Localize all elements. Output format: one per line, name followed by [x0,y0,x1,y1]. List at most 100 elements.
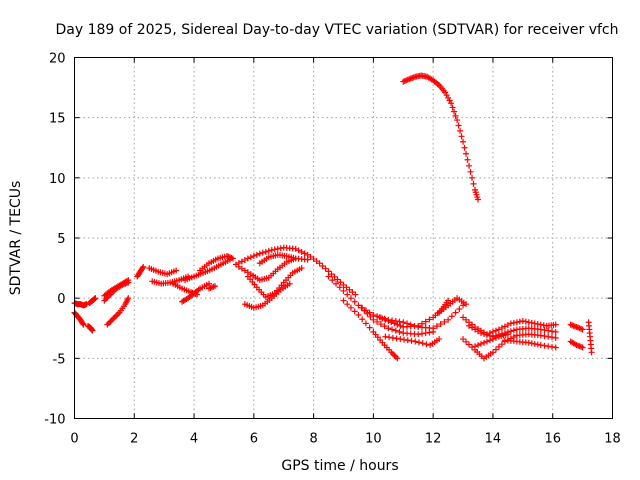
data-point [325,273,332,280]
x-tick-label: 8 [309,432,317,447]
data-point [525,339,532,346]
grid [74,57,613,419]
series-track-day-upper [232,244,359,298]
data-point [352,291,359,298]
data-point [454,117,461,124]
data-point [537,332,544,339]
data-point [452,112,459,119]
data-point [89,327,96,334]
data-point [340,297,347,304]
chart-title: Day 189 of 2025, Sidereal Day-to-day VTE… [55,22,618,38]
data-point [579,326,586,333]
x-tick-label: 12 [425,432,442,447]
data-point [541,342,548,349]
data-point [80,321,87,328]
data-point [579,344,586,351]
data-point [472,343,479,350]
data-point [364,310,371,317]
data-point [492,327,499,334]
series-track-day-wave-a [235,255,299,284]
series-track-3h-b [179,280,212,305]
data-point [370,316,377,323]
series-track-early-d [86,295,99,306]
data-point [376,314,383,321]
data-point [441,318,448,325]
data-point [304,256,311,263]
data-point [475,196,481,203]
y-tick-label: 0 [57,292,65,307]
data-point [528,340,535,347]
data-point [469,174,476,181]
data-point [92,295,99,302]
data-point [334,276,341,283]
y-tick-label: 15 [49,112,66,127]
data-point [316,260,323,267]
data-point [286,280,293,287]
data-point [277,245,284,252]
data-point [366,324,373,331]
data-point [361,307,368,314]
data-point [445,316,452,323]
data-point [394,321,401,328]
data-point [455,122,462,129]
data-marks [71,72,595,362]
data-point [173,267,180,274]
data-point [208,284,215,291]
data-point [377,321,384,328]
y-tick-label: 10 [49,172,66,187]
data-point [456,305,463,312]
data-point [396,318,403,325]
data-point [480,330,487,337]
data-point [522,318,529,325]
data-point [358,304,365,311]
x-tick-label: 4 [190,432,198,447]
data-point [513,319,520,326]
data-point [492,346,499,353]
data-point [347,295,354,302]
data-point [486,337,493,344]
series-track-evening-5 [376,297,452,331]
data-point [588,349,595,356]
series-track-4h-c [206,283,218,292]
data-point [461,144,468,151]
data-point [415,331,422,338]
data-point [483,331,490,338]
data-point [259,249,266,256]
data-point [528,319,535,326]
data-point [382,316,389,323]
series-track-night-2 [460,331,559,362]
data-point [426,316,433,323]
data-point [351,298,358,305]
data-point [498,341,505,348]
data-point [298,265,305,272]
data-point [404,337,411,344]
data-point [340,287,347,294]
data-point [211,283,218,290]
data-point [125,295,132,302]
data-point [415,322,422,329]
data-point [344,301,351,308]
data-point [507,328,514,335]
x-axis-label: GPS time / hours [281,458,398,474]
data-point [534,341,541,348]
data-point [415,339,422,346]
data-point [401,336,408,343]
series-track-day-low-b [241,280,293,311]
series-track-night-5 [472,331,511,350]
data-point [552,344,559,351]
data-point [463,150,470,157]
data-point [385,318,392,325]
data-point [389,334,396,341]
data-point [391,320,398,327]
data-point [422,318,429,325]
data-point [537,342,544,349]
series-track-evening-4 [382,333,443,349]
series-track-2h-c [149,273,192,287]
data-point [265,247,272,254]
data-point [489,336,496,343]
data-point [457,127,464,134]
x-tick-label: 2 [130,432,138,447]
data-point [537,326,544,333]
y-tick-label: -5 [53,352,66,367]
data-point [466,162,473,169]
